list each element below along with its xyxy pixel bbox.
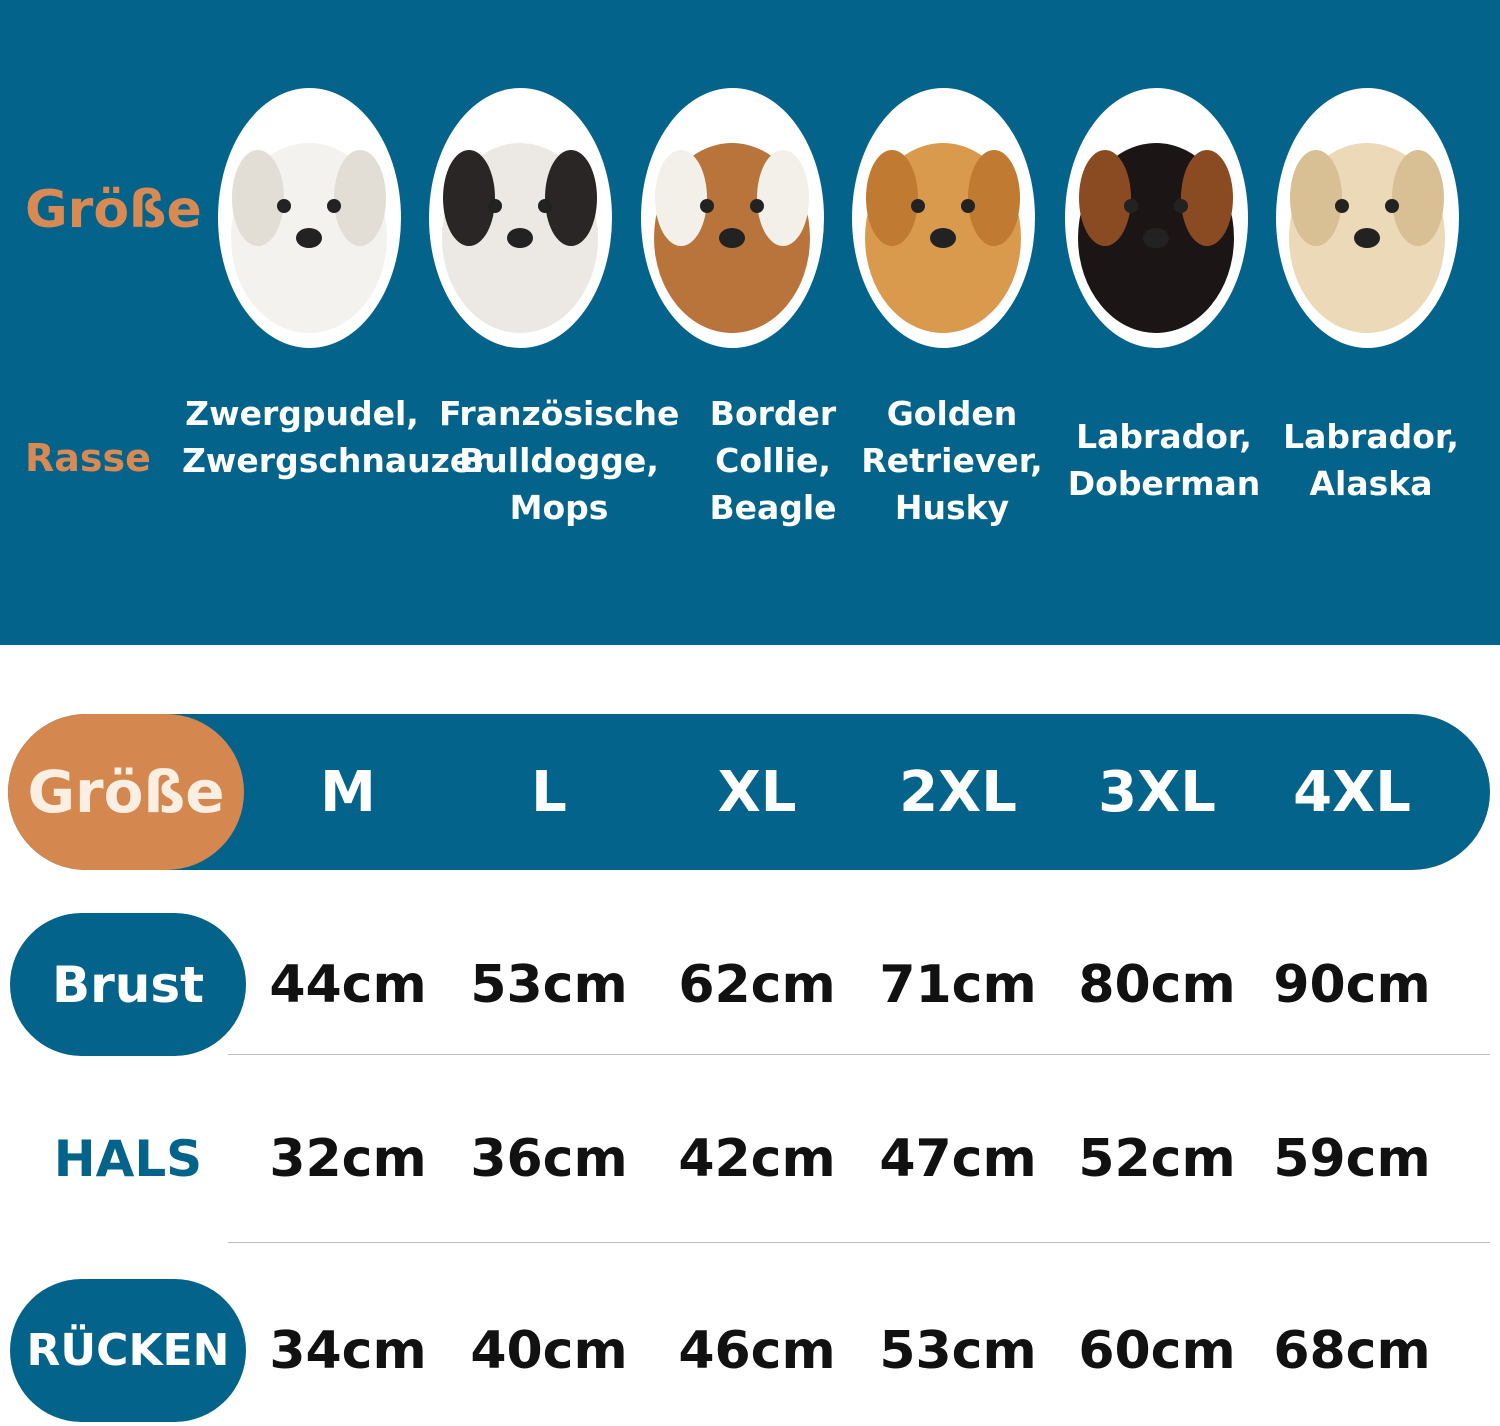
french-bulldog-photo — [429, 88, 612, 348]
doberman-dog-photo — [1065, 88, 1248, 348]
breed-list: Labrador, Alaska — [1283, 417, 1459, 503]
measurement-cell: 53cm — [879, 1320, 1037, 1381]
labrador-dog-photo — [1276, 88, 1459, 348]
size-heading: Größe — [25, 180, 202, 240]
beagle-dog-photo — [641, 88, 824, 348]
breed-list: Französische Bulldogge, Mops — [439, 394, 680, 527]
measurement-cell: 53cm — [470, 954, 628, 1015]
size-column-header: 4XL — [1293, 759, 1411, 825]
measurement-cell: 34cm — [269, 1320, 427, 1381]
measurement-cell: 52cm — [1078, 1128, 1236, 1189]
row-divider — [228, 1242, 1490, 1243]
measurement-cell: 46cm — [678, 1320, 836, 1381]
measurement-cell: 71cm — [879, 954, 1037, 1015]
measurement-cell: 60cm — [1078, 1320, 1236, 1381]
breed-list: Zwergpudel, Zwergschnauzer — [182, 394, 489, 480]
size-column-header: 2XL — [899, 759, 1017, 825]
bichon-dog-photo — [218, 88, 401, 348]
measurement-cell: 59cm — [1273, 1128, 1431, 1189]
size-header-bar — [8, 714, 1490, 870]
measurement-cell: 36cm — [470, 1128, 628, 1189]
breed-list: Labrador, Doberman — [1067, 417, 1261, 503]
measurement-cell: 32cm — [269, 1128, 427, 1189]
measurement-cell: 62cm — [678, 954, 836, 1015]
measurement-cell: 68cm — [1273, 1320, 1431, 1381]
row-label: HALS — [53, 1129, 203, 1188]
measurement-cell: 42cm — [678, 1128, 836, 1189]
size-header-label: Größe — [8, 714, 244, 870]
row-divider — [228, 1054, 1490, 1055]
measurement-cell: 44cm — [269, 954, 427, 1015]
row-label: RÜCKEN — [10, 1279, 246, 1422]
measurement-cell: 47cm — [879, 1128, 1037, 1189]
size-column-header: 3XL — [1098, 759, 1216, 825]
breed-list: Border Collie, Beagle — [709, 394, 837, 527]
size-column-header: XL — [717, 759, 797, 825]
measurement-cell: 40cm — [470, 1320, 628, 1381]
size-column-header: L — [531, 759, 567, 825]
breed-list: Golden Retriever, Husky — [861, 394, 1043, 527]
measurement-cell: 80cm — [1078, 954, 1236, 1015]
measurement-cell: 90cm — [1273, 954, 1431, 1015]
row-label: Brust — [10, 913, 246, 1056]
breed-heading: Rasse — [25, 436, 151, 480]
golden-retriever-photo — [852, 88, 1035, 348]
size-column-header: M — [320, 759, 376, 825]
